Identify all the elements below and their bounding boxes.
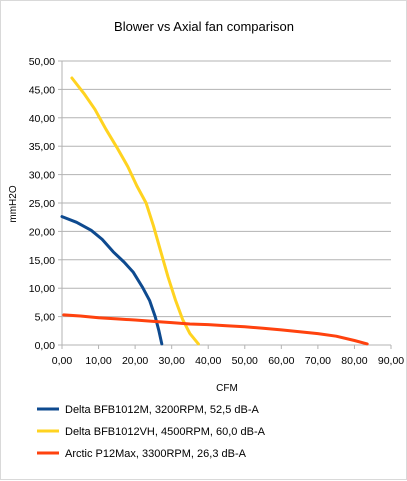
series-line-1	[60, 215, 164, 346]
x-tick-label: 20,00	[122, 355, 148, 367]
legend: Delta BFB1012M, 3200RPM, 52,5 dB-A Delta …	[37, 404, 266, 460]
x-tick-label: 0,00	[52, 355, 73, 367]
x-tick-label: 40,00	[195, 355, 221, 367]
y-tick-label: 50,00	[29, 56, 55, 68]
x-tick-label: 70,00	[305, 355, 331, 367]
x-axis-label: CFM	[216, 383, 238, 394]
x-tick-label: 30,00	[159, 355, 185, 367]
legend-label-1: Delta BFB1012M, 3200RPM, 52,5 dB-A	[65, 404, 259, 416]
grid-lines	[62, 60, 391, 318]
x-tick-label: 10,00	[85, 355, 111, 367]
axes	[58, 60, 392, 349]
series-line-2	[70, 76, 200, 346]
legend-label-2: Delta BFB1012VH, 4500RPM, 60,0 dB-A	[65, 426, 266, 438]
y-tick-label: 35,00	[29, 141, 55, 153]
y-tick-label: 40,00	[29, 113, 55, 125]
x-tick-label: 80,00	[341, 355, 367, 367]
y-axis-label: mmH2O	[8, 185, 19, 222]
chart-title: Blower vs Axial fan comparison	[114, 19, 294, 34]
y-tick-label: 30,00	[29, 170, 55, 182]
y-tick-label: 5,00	[35, 312, 56, 324]
y-tick-label: 15,00	[29, 255, 55, 267]
y-tick-label: 25,00	[29, 198, 55, 210]
y-tick-label: 10,00	[29, 283, 55, 295]
x-tick-labels: 0,00 10,00 20,00 30,00 40,00 50,00 60,00 70,00 8…	[52, 355, 405, 367]
y-tick-label: 0,00	[35, 340, 56, 352]
x-tick-label: 90,00	[378, 355, 404, 367]
y-tick-labels: 0,00 5,00 10,00 15,00 20,00 25,00 30,00 35,00 40…	[29, 56, 55, 352]
y-tick-label: 20,00	[29, 226, 55, 238]
series-line-3	[62, 313, 369, 346]
series-lines	[60, 76, 369, 346]
x-tick-label: 60,00	[268, 355, 294, 367]
legend-label-3: Arctic P12Max, 3300RPM, 26,3 dB-A	[65, 448, 247, 460]
y-tick-label: 45,00	[29, 84, 55, 96]
x-tick-label: 50,00	[232, 355, 258, 367]
